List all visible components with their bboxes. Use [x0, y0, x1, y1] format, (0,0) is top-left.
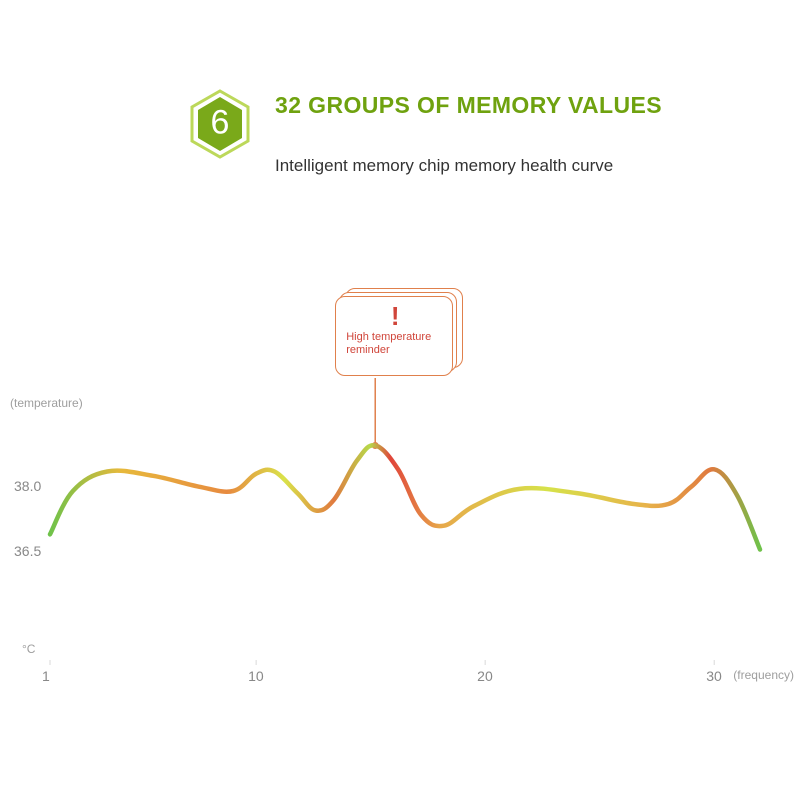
badge-hexagon: 6	[188, 92, 252, 156]
callout-card-front: ! High temperature reminder	[335, 296, 453, 376]
y-axis-label: (temperature)	[10, 396, 83, 410]
high-temp-callout: ! High temperature reminder	[335, 288, 465, 376]
temperature-chart: (temperature) 38.0 36.5 °C 1 10 20 30 (freq…	[0, 370, 800, 730]
callout-card-stack: ! High temperature reminder	[335, 288, 465, 376]
alert-icon: !	[346, 303, 444, 329]
y-unit: °C	[22, 642, 35, 656]
x-tick: 1	[42, 668, 50, 684]
callout-message: High temperature reminder	[346, 331, 444, 357]
page-root: 6 32 GROUPS OF MEMORY VALUES Intelligent…	[0, 0, 800, 800]
x-tick: 20	[477, 668, 493, 684]
y-tick: 38.0	[14, 478, 41, 494]
section-subtitle: Intelligent memory chip memory health cu…	[275, 155, 613, 178]
badge-number: 6	[211, 104, 230, 143]
x-axis-label: (frequency)	[733, 668, 794, 682]
section-title: 32 GROUPS OF MEMORY VALUES	[275, 92, 662, 119]
chart-svg	[0, 370, 800, 730]
x-tick: 10	[248, 668, 264, 684]
x-tick: 30	[706, 668, 722, 684]
y-tick: 36.5	[14, 543, 41, 559]
